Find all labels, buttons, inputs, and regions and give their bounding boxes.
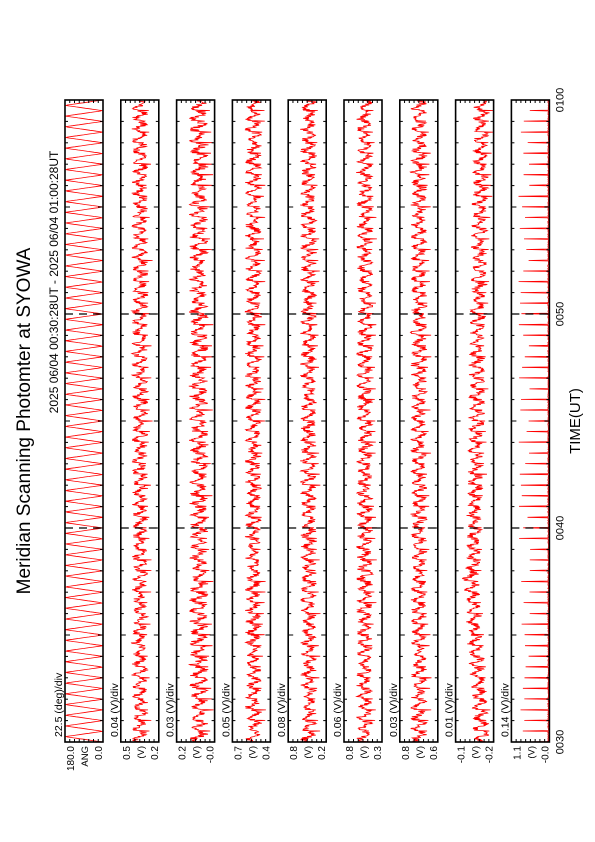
- y-axis-label: (V): [415, 746, 426, 759]
- y-axis-label: (V): [471, 746, 482, 759]
- x-tick-label: 0100: [554, 88, 566, 112]
- time-range: 2025 06/04 00:30:28UT - 2025 06/04 01:00…: [47, 150, 61, 413]
- panel-frame: [343, 99, 383, 743]
- y-tick-label: 0.8: [345, 746, 356, 760]
- panel-frame: [64, 99, 104, 743]
- x-tick-label: 0040: [554, 516, 566, 540]
- series-line-ch4: [299, 99, 321, 743]
- x-tick-labels: 0030 0040 0050 0100: [554, 88, 566, 754]
- y-tick-label: 0.8: [289, 746, 300, 760]
- y-axis-label: (V): [303, 746, 314, 759]
- series-line-ch8: [518, 99, 551, 743]
- series-line-ch1: [130, 99, 153, 743]
- y-axis-label: (V): [247, 746, 258, 759]
- y-tick-label: 180.0: [66, 746, 77, 771]
- panel-scale-label: 0.04 (V)/div: [109, 683, 121, 737]
- panel-scale-label: 0.01 (V)/div: [444, 683, 456, 737]
- series-line-ch3: [244, 99, 266, 743]
- y-tick-label: -0.2: [485, 746, 496, 764]
- series-line-ch2: [187, 99, 214, 743]
- series-line-ch5: [355, 99, 377, 743]
- panel-frame: [120, 99, 160, 743]
- panel-ch3: 0.05 (V)/div 0.4 0.7 (V): [220, 99, 272, 760]
- y-axis-label: (V): [526, 746, 537, 759]
- panel-ch8: 0.14 (V)/div -0.0 1.1 (V): [499, 99, 551, 764]
- panel-scale-label: 0.05 (V)/div: [220, 683, 232, 737]
- panel-ch1: 0.04 (V)/div 0.2 0.5 (V): [109, 99, 161, 760]
- series-line-angle: [64, 99, 104, 743]
- y-tick-label: -0.1: [457, 746, 468, 764]
- y-tick-label: 0.4: [261, 746, 272, 760]
- panel-scale-label: 0.03 (V)/div: [165, 683, 177, 737]
- panel-scale-label: 0.06 (V)/div: [332, 683, 344, 737]
- panel-scale-label: 0.03 (V)/div: [388, 683, 400, 737]
- y-tick-label: 0.5: [122, 746, 133, 760]
- y-tick-label: 0.7: [233, 746, 244, 760]
- y-axis-label: (V): [136, 746, 147, 759]
- panel-ch4: 0.08 (V)/div 0.2 0.8 (V): [276, 99, 328, 760]
- y-tick-label: 0.0: [94, 746, 105, 760]
- chart-title: Meridian Scanning Photomter at SYOWA: [14, 247, 35, 594]
- y-tick-label: 0.6: [429, 746, 440, 760]
- series-line-ch7: [461, 99, 494, 743]
- y-tick-label: 1.1: [512, 746, 523, 760]
- y-axis-label: (V): [359, 746, 370, 759]
- panel-ch2: 0.03 (V)/div -0.0 0.2 (V): [165, 99, 217, 764]
- y-tick-label: 0.8: [401, 746, 412, 760]
- panel-scale-label: 22.5 (deg)/div: [53, 672, 65, 737]
- x-tick-label: 0030: [554, 730, 566, 754]
- panel-angle: 22.5 (deg)/div 0.0 180.0 ANG: [53, 99, 105, 771]
- y-tick-label: -0.0: [540, 746, 551, 764]
- panel-scale-label: 0.14 (V)/div: [499, 683, 511, 737]
- panel-ch5: 0.06 (V)/div 0.3 0.8 (V): [332, 99, 384, 760]
- y-tick-label: 0.2: [150, 746, 161, 760]
- y-tick-label: 0.2: [178, 746, 189, 760]
- x-axis-label: TIME(UT): [567, 388, 584, 454]
- panel-scale-label: 0.08 (V)/div: [276, 683, 288, 737]
- x-tick-label: 0050: [554, 302, 566, 326]
- y-tick-label: 0.3: [373, 746, 384, 760]
- panel-ch7: 0.01 (V)/div -0.2 -0.1 (V): [444, 99, 496, 764]
- series-line-ch6: [409, 99, 432, 743]
- y-tick-label: 0.2: [317, 746, 328, 760]
- panel-ch6: 0.03 (V)/div 0.6 0.8 (V): [388, 99, 440, 760]
- y-tick-label: -0.0: [206, 746, 217, 764]
- panel-group: 22.5 (deg)/div 0.0 180.0 ANG 0.04 (V)/div 0.2…: [53, 99, 551, 771]
- y-axis-label: ANG: [80, 746, 91, 767]
- y-axis-label: (V): [192, 746, 203, 759]
